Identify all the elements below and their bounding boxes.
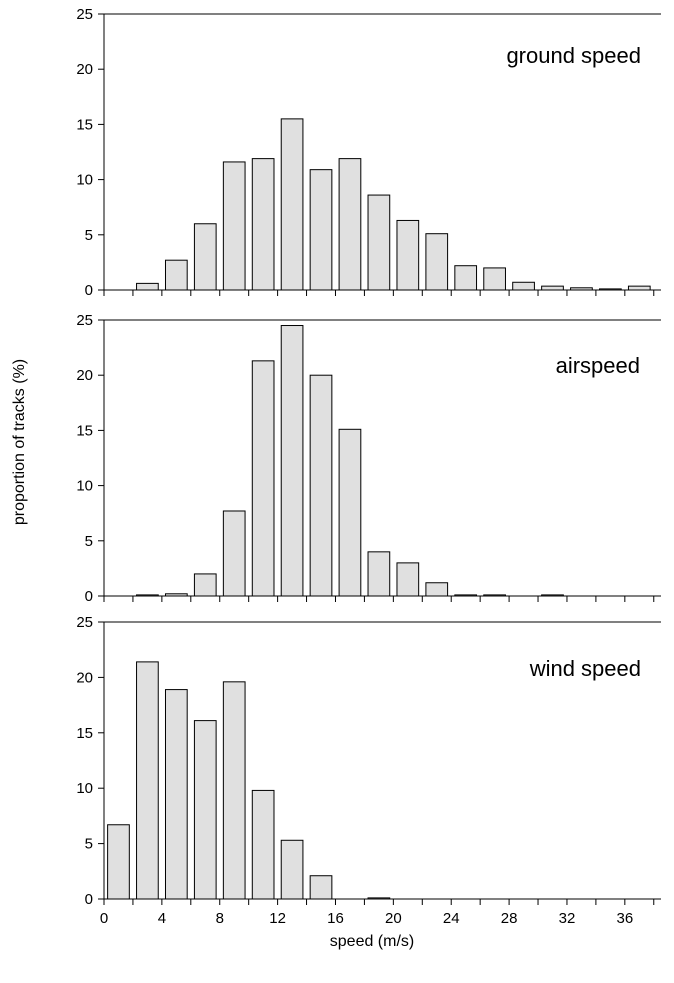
bar: [338, 428, 362, 597]
y-tick-label: 25: [76, 312, 93, 329]
bar: [136, 661, 159, 900]
bar: [193, 223, 217, 291]
x-tick-label: 24: [443, 910, 460, 927]
panels-layer: 0 5 10 15 20 25 ground speed 0 5 10 15 20 25 airspeed…: [76, 6, 661, 927]
bar: [193, 573, 217, 597]
y-axis-title: proportion of tracks (%): [11, 359, 28, 525]
bar: [280, 118, 304, 291]
bar: [164, 689, 188, 900]
bar: [222, 510, 246, 597]
bar: [193, 720, 217, 900]
y-tick-label: 0: [85, 588, 93, 605]
x-tick-label: 20: [385, 910, 402, 927]
x-tick-label: 28: [501, 910, 518, 927]
x-axis-title: speed (m/s): [330, 933, 414, 950]
bar: [425, 582, 449, 597]
bar: [222, 161, 246, 291]
y-tick-label: 0: [85, 282, 93, 299]
y-tick-label: 10: [76, 780, 93, 797]
bar: [309, 875, 333, 900]
x-tick-label: 4: [158, 910, 166, 927]
y-tick-label: 25: [76, 614, 93, 631]
bar: [627, 285, 651, 291]
y-tick-label: 15: [76, 422, 93, 439]
bar: [454, 265, 478, 291]
y-tick-label: 20: [76, 367, 93, 384]
bar: [396, 219, 420, 291]
bar: [309, 169, 333, 291]
y-tick-label: 10: [76, 172, 93, 189]
bar: [251, 360, 275, 597]
y-tick-label: 15: [76, 725, 93, 742]
x-tick-label: 16: [327, 910, 344, 927]
y-tick-label: 5: [85, 227, 93, 244]
y-tick-label: 10: [76, 478, 93, 495]
y-tick-label: 5: [85, 533, 93, 550]
panel-label: wind speed: [529, 656, 641, 681]
y-tick-label: 0: [85, 891, 93, 908]
bar: [367, 551, 391, 597]
bar: [425, 233, 449, 291]
bar: [396, 562, 420, 597]
y-tick-label: 15: [76, 116, 93, 133]
bar: [541, 285, 564, 291]
bar: [251, 789, 275, 900]
x-tick-label: 0: [100, 910, 108, 927]
bar: [512, 281, 535, 291]
x-tick-label: 32: [559, 910, 576, 927]
bar: [136, 282, 159, 291]
y-tick-label: 20: [76, 669, 93, 686]
bar: [338, 158, 362, 291]
bar: [222, 681, 246, 900]
x-tick-label: 8: [216, 910, 224, 927]
x-tick-label: 36: [616, 910, 633, 927]
y-tick-label: 25: [76, 6, 93, 23]
bar: [164, 259, 188, 291]
y-tick-label: 20: [76, 61, 93, 78]
panel-label: airspeed: [556, 353, 640, 378]
y-tick-label: 5: [85, 836, 93, 853]
x-tick-label: 12: [269, 910, 286, 927]
bar: [251, 158, 275, 291]
bar: [280, 325, 304, 597]
bar: [367, 194, 391, 291]
bar: [107, 824, 130, 900]
panel-2: 0 5 10 15 20 25 airspeed: [76, 312, 661, 605]
panel-3: 0 5 10 15 20 25 0 4 8 12 16 20 24 28 32 36 wind speed: [76, 614, 661, 927]
bar: [309, 374, 333, 597]
panel-label: ground speed: [506, 43, 641, 68]
panel-1: 0 5 10 15 20 25 ground speed: [76, 6, 661, 299]
bar: [280, 839, 304, 900]
bar: [483, 267, 506, 291]
